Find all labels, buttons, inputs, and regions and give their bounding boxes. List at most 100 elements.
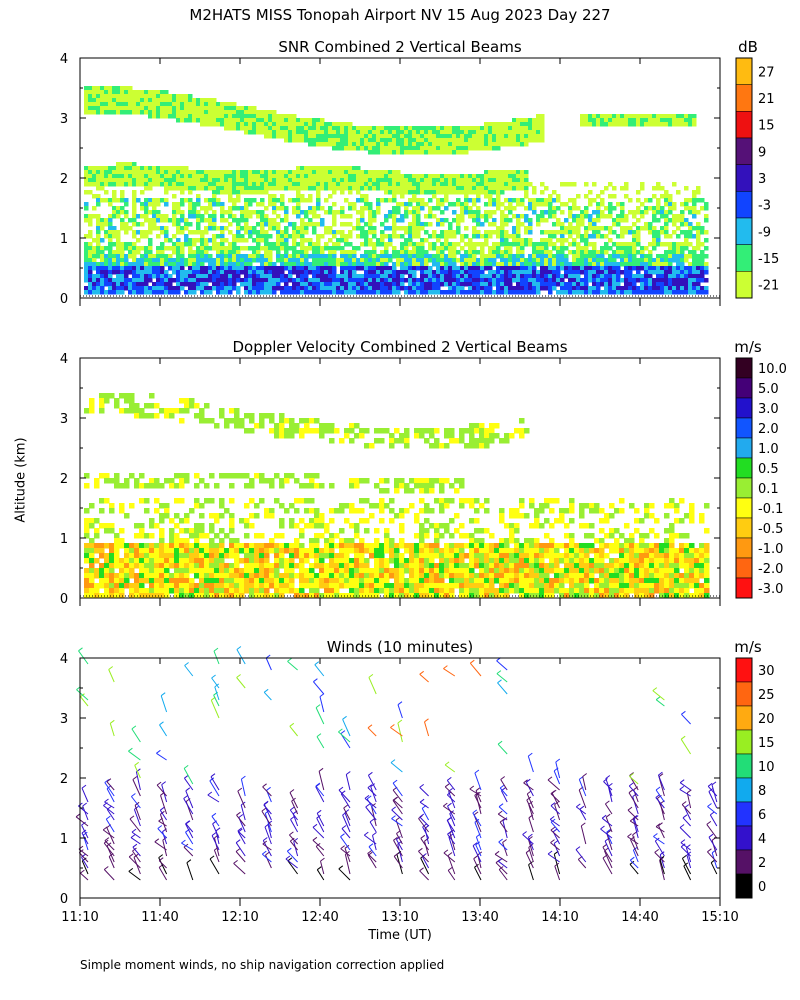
snr-cell bbox=[324, 230, 329, 235]
snr-cell bbox=[120, 250, 125, 255]
snr-cell bbox=[564, 266, 569, 271]
snr-cell bbox=[112, 262, 117, 267]
snr-cell bbox=[216, 174, 221, 179]
snr-cell bbox=[380, 130, 385, 135]
snr-cell bbox=[416, 262, 421, 267]
snr-cell bbox=[608, 230, 613, 235]
snr-cell bbox=[172, 210, 177, 215]
snr-cell bbox=[484, 218, 489, 223]
snr-cell bbox=[280, 178, 285, 183]
snr-cell bbox=[116, 286, 121, 291]
snr-cell bbox=[516, 118, 521, 123]
snr-cell bbox=[128, 110, 133, 115]
snr-cell bbox=[644, 198, 649, 203]
doppler-cell bbox=[154, 568, 160, 574]
doppler-cell bbox=[229, 538, 235, 544]
snr-cell bbox=[488, 290, 493, 295]
snr-cell bbox=[232, 250, 237, 255]
snr-cell bbox=[516, 178, 521, 183]
snr-cell bbox=[372, 186, 377, 191]
doppler-cell bbox=[254, 423, 260, 429]
doppler-cell bbox=[189, 398, 195, 404]
snr-cell bbox=[364, 234, 369, 239]
snr-cell bbox=[152, 90, 157, 95]
snr-cell bbox=[420, 138, 425, 143]
snr-cell bbox=[484, 266, 489, 271]
snr-cell bbox=[548, 250, 553, 255]
snr-cell bbox=[328, 226, 333, 231]
snr-cell bbox=[236, 170, 241, 175]
snr-cell bbox=[108, 230, 113, 235]
snr-cell bbox=[680, 222, 685, 227]
snr-cell bbox=[368, 126, 373, 131]
snr-cell bbox=[496, 246, 501, 251]
snr-cell bbox=[600, 270, 605, 275]
snr-cell bbox=[448, 130, 453, 135]
snr-cell bbox=[464, 270, 469, 275]
doppler-cell bbox=[124, 513, 130, 519]
doppler-cell bbox=[134, 553, 140, 559]
snr-cell bbox=[604, 258, 609, 263]
snr-cell bbox=[560, 282, 565, 287]
snr-cell bbox=[464, 226, 469, 231]
snr-cell bbox=[552, 278, 557, 283]
snr-cell bbox=[356, 226, 361, 231]
snr-cell bbox=[192, 258, 197, 263]
snr-cell bbox=[88, 254, 93, 259]
snr-cell bbox=[136, 110, 141, 115]
snr-cell bbox=[96, 226, 101, 231]
snr-cell bbox=[576, 230, 581, 235]
snr-cell bbox=[340, 214, 345, 219]
snr-cell bbox=[452, 286, 457, 291]
snr-cell bbox=[100, 250, 105, 255]
snr-cell bbox=[288, 246, 293, 251]
snr-cell bbox=[488, 190, 493, 195]
doppler-cell bbox=[89, 503, 95, 509]
snr-cell bbox=[572, 250, 577, 255]
snr-cell bbox=[652, 278, 657, 283]
snr-cell bbox=[264, 278, 269, 283]
doppler-cell bbox=[134, 563, 140, 569]
snr-cell bbox=[84, 86, 89, 91]
snr-cell bbox=[316, 282, 321, 287]
snr-cell bbox=[444, 126, 449, 131]
snr-cell bbox=[560, 182, 565, 187]
snr-cell bbox=[512, 126, 517, 131]
doppler-cell bbox=[159, 518, 165, 524]
snr-cell bbox=[252, 210, 257, 215]
snr-cell bbox=[548, 286, 553, 291]
snr-cell bbox=[640, 210, 645, 215]
snr-cell bbox=[352, 226, 357, 231]
snr-cell bbox=[512, 198, 517, 203]
snr-cell bbox=[600, 114, 605, 119]
snr-cell bbox=[660, 210, 665, 215]
snr-cell bbox=[220, 206, 225, 211]
snr-cell bbox=[236, 118, 241, 123]
snr-cell bbox=[108, 254, 113, 259]
doppler-cell bbox=[169, 483, 175, 489]
snr-cell bbox=[592, 262, 597, 267]
snr-cell bbox=[612, 194, 617, 199]
snr-cell bbox=[176, 114, 181, 119]
snr-cell bbox=[168, 278, 173, 283]
snr-cell bbox=[504, 182, 509, 187]
snr-cell bbox=[324, 198, 329, 203]
snr-cell bbox=[600, 282, 605, 287]
snr-cell bbox=[276, 282, 281, 287]
snr-cell bbox=[396, 130, 401, 135]
snr-cell bbox=[236, 186, 241, 191]
snr-cell bbox=[284, 210, 289, 215]
snr-cell bbox=[320, 278, 325, 283]
snr-cell bbox=[428, 174, 433, 179]
doppler-cell bbox=[229, 513, 235, 519]
snr-cell bbox=[404, 250, 409, 255]
snr-cell bbox=[400, 286, 405, 291]
snr-cell bbox=[260, 286, 265, 291]
snr-cell bbox=[524, 122, 529, 127]
snr-cell bbox=[364, 170, 369, 175]
snr-cell bbox=[160, 286, 165, 291]
snr-cell bbox=[140, 230, 145, 235]
snr-cell bbox=[260, 190, 265, 195]
snr-cell bbox=[332, 138, 337, 143]
snr-cell bbox=[508, 178, 513, 183]
